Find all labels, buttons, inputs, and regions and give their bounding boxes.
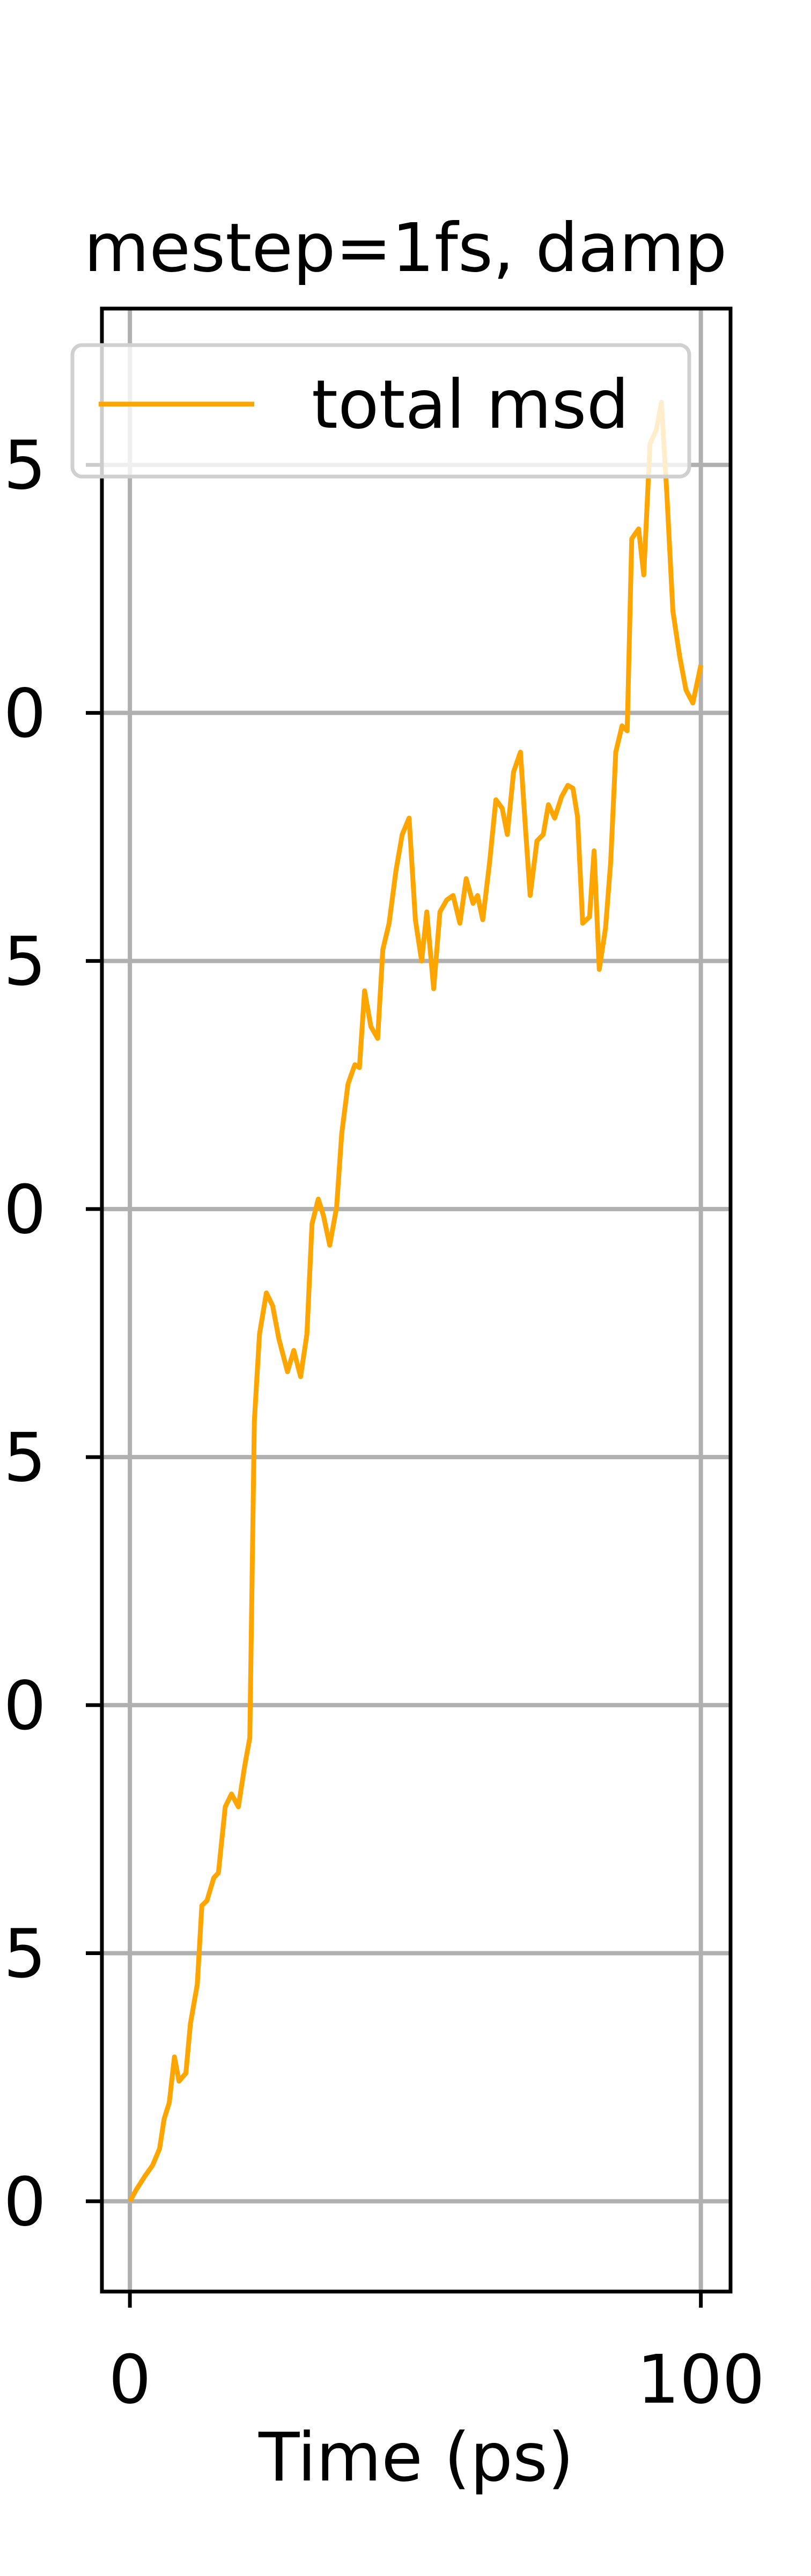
y-tick-label: 5 (3, 427, 46, 504)
y-tick-label: 0 (3, 2163, 46, 2241)
y-tick-label: 5 (3, 1915, 46, 1993)
legend-label: total msd (312, 366, 629, 444)
legend-box (70, 343, 691, 479)
data-line (128, 400, 704, 2202)
y-tick-label: 5 (3, 1419, 46, 1497)
chart-title: mestep=1fs, damp (84, 209, 727, 287)
y-tick-label: 0 (3, 1667, 46, 1745)
y-tick-label: 5 (3, 923, 46, 1001)
x-tick-label: 0 (108, 2341, 151, 2419)
y-tick-label: 0 (3, 675, 46, 752)
x-tick-label: 100 (637, 2341, 765, 2419)
x-axis-label: Time (ps) (258, 2419, 574, 2497)
y-tick-label: 0 (3, 1171, 46, 1249)
axes-frame (100, 306, 733, 2294)
